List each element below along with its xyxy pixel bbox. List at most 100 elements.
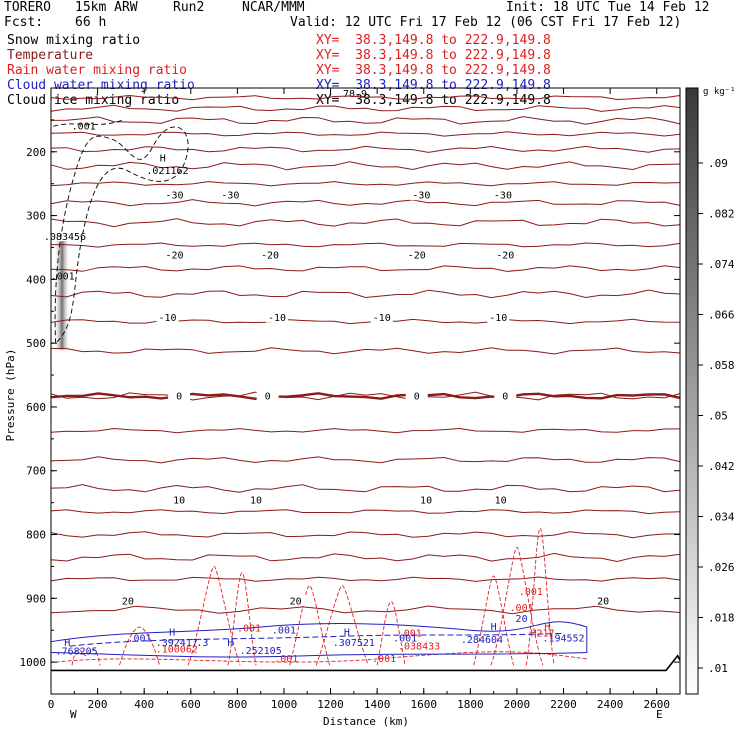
rain-label: .001 bbox=[510, 603, 534, 614]
cloud-water-label: .194552 bbox=[542, 634, 584, 645]
temperature-label: -20 bbox=[496, 251, 514, 262]
y-tick-label: 600 bbox=[26, 401, 46, 414]
x-tick-label: 2000 bbox=[504, 698, 531, 711]
forecast-hour: 66 h bbox=[75, 15, 107, 30]
temperature-label-bg bbox=[370, 311, 393, 323]
rain-label: .001 bbox=[274, 654, 298, 665]
colorbar-tick-label: .082 bbox=[708, 208, 735, 221]
rain-contour bbox=[315, 585, 369, 666]
cloud-water-label: .284604 bbox=[461, 635, 503, 646]
isotherm bbox=[50, 94, 681, 101]
isotherm bbox=[50, 104, 681, 112]
x-tick-label: 1000 bbox=[271, 698, 298, 711]
temperature-label-bg bbox=[489, 494, 512, 506]
snow-contour bbox=[54, 126, 189, 344]
colorbar-tick-label: .034 bbox=[708, 511, 735, 524]
temperature-label-bg bbox=[405, 249, 428, 261]
x-end-label-east: E bbox=[656, 708, 663, 721]
cloud-water-label: .307521 bbox=[333, 638, 375, 649]
model-name: TORERO bbox=[4, 0, 51, 15]
temperature-label: 0 bbox=[265, 392, 271, 403]
temperature-label: -10 bbox=[158, 313, 176, 324]
temperature-label-bg bbox=[245, 494, 268, 506]
temperature-label: -10 bbox=[489, 313, 507, 324]
colorbar-tick-label: .026 bbox=[708, 561, 735, 574]
snow-label: H bbox=[160, 153, 166, 164]
cloud-water-contour bbox=[50, 621, 588, 658]
colorbar-tick-label: .058 bbox=[708, 359, 735, 372]
isotherm-zero bbox=[50, 392, 681, 401]
rain-contour bbox=[227, 572, 257, 666]
colorbar-tick-label: .066 bbox=[708, 309, 735, 322]
plot-header: TORERO 15km ARW Run2 NCAR/MMM Init: 18 U… bbox=[0, 0, 740, 112]
cloud-water-label: .001 bbox=[272, 625, 296, 636]
valid-time: Valid: 12 UTC Fri 17 Feb 12 (06 CST Fri … bbox=[290, 15, 682, 30]
rain-label: .100062 bbox=[156, 645, 198, 656]
rain-contour bbox=[289, 585, 331, 666]
colorbar-scale bbox=[685, 87, 699, 695]
y-tick-label: 700 bbox=[26, 465, 46, 478]
isotherm bbox=[50, 242, 681, 248]
x-axis-label: Distance (km) bbox=[323, 715, 409, 728]
rain-label: .001 bbox=[398, 629, 422, 640]
isotherm bbox=[50, 199, 681, 207]
temperature-label-bg bbox=[487, 311, 510, 323]
y-tick-label: 900 bbox=[26, 592, 46, 605]
rain-contour bbox=[119, 626, 160, 666]
isotherm bbox=[50, 218, 681, 228]
overlap-label: 78.9 bbox=[343, 89, 368, 100]
isotherm bbox=[50, 576, 681, 582]
field-xy-snow: XY= 38.3,149.8 to 222.9,149.8 bbox=[316, 33, 551, 48]
temperature-label-bg bbox=[163, 189, 186, 201]
terrain-line bbox=[51, 654, 681, 672]
x-tick-label: 2200 bbox=[550, 698, 577, 711]
x-tick-label: 200 bbox=[88, 698, 108, 711]
temperature-label-bg bbox=[415, 494, 438, 506]
isotherm bbox=[50, 531, 681, 539]
isotherm bbox=[50, 161, 681, 171]
temperature-label-bg bbox=[405, 390, 428, 402]
rain-label: .001 bbox=[519, 587, 543, 598]
temperature-label: 0 bbox=[502, 392, 508, 403]
temperature-label-bg bbox=[219, 189, 242, 201]
temperature-label: -10 bbox=[373, 313, 391, 324]
cloud-water-label: .392417 bbox=[156, 638, 198, 649]
y-tick-label: 500 bbox=[26, 337, 46, 350]
colorbar-tick-label: .018 bbox=[708, 612, 735, 625]
temperature-label-bg bbox=[168, 494, 191, 506]
temperature-label-bg bbox=[494, 390, 517, 402]
x-tick-label: 2600 bbox=[643, 698, 670, 711]
cloud-water-label: H bbox=[491, 622, 497, 633]
temperature-label-bg bbox=[163, 249, 186, 261]
temperature-label-bg bbox=[258, 249, 281, 261]
plot-frame bbox=[50, 87, 681, 695]
temperature-label: 10 bbox=[495, 496, 507, 507]
temperature-label-bg bbox=[284, 594, 307, 606]
rain-label: .038433 bbox=[398, 641, 440, 652]
isotherm bbox=[50, 318, 681, 325]
x-end-label-west: W bbox=[70, 708, 77, 721]
x-tick-label: 1800 bbox=[457, 698, 484, 711]
y-tick-label: 200 bbox=[26, 146, 46, 159]
isotherm bbox=[50, 456, 681, 464]
temperature-label: 10 bbox=[420, 496, 432, 507]
org-label: NCAR/MMM bbox=[242, 0, 305, 15]
x-tick-label: 1200 bbox=[317, 698, 344, 711]
temperature-label-bg bbox=[410, 189, 433, 201]
temperature-label: 10 bbox=[250, 496, 262, 507]
x-tick-label: 400 bbox=[134, 698, 154, 711]
resolution-label: 15km ARW bbox=[75, 0, 138, 15]
temperature-label-bg bbox=[494, 249, 517, 261]
colorbar: g kg⁻¹ .01 .018 .026 .034 .042 .05 .058 .066 .07… bbox=[685, 87, 736, 695]
snow-label: .001 bbox=[51, 271, 75, 282]
colorbar-tick-label: .042 bbox=[708, 460, 735, 473]
temperature-label: -20 bbox=[261, 251, 279, 262]
init-time: Init: 18 UTC Tue 14 Feb 12 bbox=[506, 0, 710, 15]
rain-contour bbox=[473, 575, 515, 666]
isotherm bbox=[50, 484, 681, 493]
temperature-label-bg bbox=[491, 189, 514, 201]
colorbar-tick-label: .09 bbox=[708, 157, 728, 170]
temperature-label: 20 bbox=[122, 596, 134, 607]
snow-shading bbox=[54, 241, 70, 350]
isotherm bbox=[50, 145, 681, 153]
